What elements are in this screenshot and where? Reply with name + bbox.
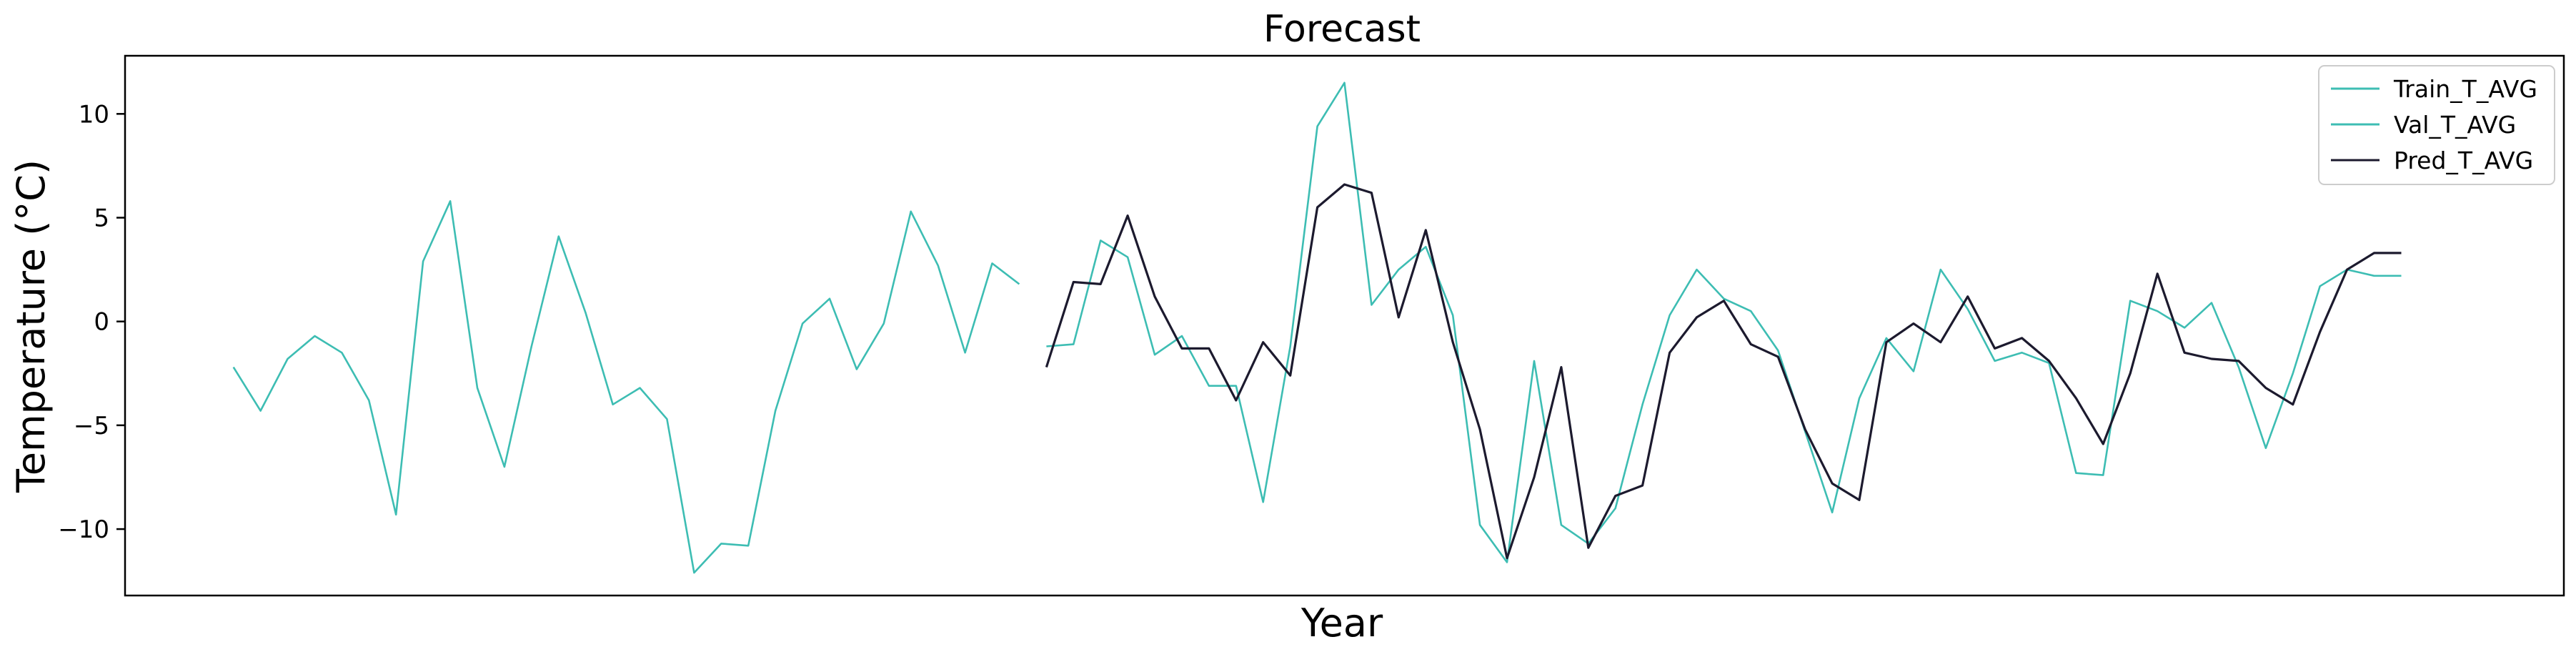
x-axis-label: Year (1301, 601, 1383, 646)
legend-label: Val_T_AVG (2394, 111, 2516, 139)
y-tick-label: 5 (94, 204, 109, 233)
chart-title: Forecast (1263, 8, 1421, 51)
series-line-train-t-avg (232, 199, 1020, 574)
y-tick-label: −10 (58, 515, 109, 544)
y-axis-ticks: −10 −5 0 5 10 (58, 100, 125, 544)
series-line-val-t-avg (1046, 81, 2402, 563)
series-line-pred-t-avg (1045, 183, 2402, 560)
legend: Train_T_AVG Val_T_AVG Pred_T_AVG (2318, 65, 2555, 185)
plot-lines (232, 81, 2402, 574)
y-axis-label: Temperature (°C) (9, 159, 54, 493)
y-tick-label: −5 (74, 412, 109, 440)
plot-area-frame (124, 54, 2565, 597)
y-tick-label: 10 (79, 100, 109, 129)
legend-label: Train_T_AVG (2393, 75, 2537, 103)
y-tick-label: 0 (94, 308, 109, 337)
legend-box (2318, 65, 2555, 185)
legend-label: Pred_T_AVG (2394, 147, 2533, 174)
